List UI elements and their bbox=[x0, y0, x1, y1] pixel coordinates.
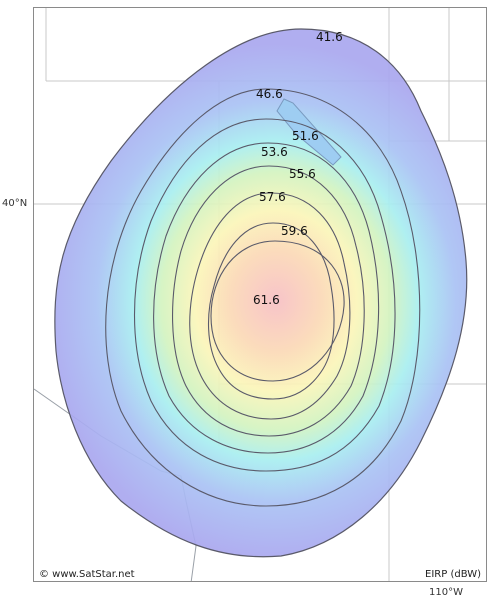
footprint-map: 41.6 46.6 51.6 53.6 55.6 57.6 59.6 61.6 bbox=[34, 8, 486, 581]
contour-label-group: 41.6 46.6 51.6 53.6 55.6 57.6 59.6 61.6 bbox=[253, 30, 343, 307]
contour-label-55-6: 55.6 bbox=[289, 167, 316, 181]
contour-label-41-6: 41.6 bbox=[316, 30, 343, 44]
contour-label-53-6: 53.6 bbox=[261, 145, 288, 159]
copyright-notice: © www.SatStar.net bbox=[39, 569, 135, 580]
contour-lines bbox=[105, 88, 421, 507]
footprint-outer-contour bbox=[54, 28, 468, 558]
contour-label-51-6: 51.6 bbox=[292, 129, 319, 143]
longitude-label: 110°W bbox=[429, 587, 463, 598]
map-frame: 41.6 46.6 51.6 53.6 55.6 57.6 59.6 61.6 … bbox=[33, 7, 487, 582]
lake bbox=[276, 98, 342, 166]
contour-label-59-6: 59.6 bbox=[281, 224, 308, 238]
legend-unit-label: EIRP (dBW) bbox=[425, 569, 481, 580]
latitude-label: 40°N bbox=[2, 198, 28, 209]
contour-label-57-6: 57.6 bbox=[259, 190, 286, 204]
contour-label-61-6: 61.6 bbox=[253, 293, 280, 307]
contour-label-46-6: 46.6 bbox=[256, 87, 283, 101]
